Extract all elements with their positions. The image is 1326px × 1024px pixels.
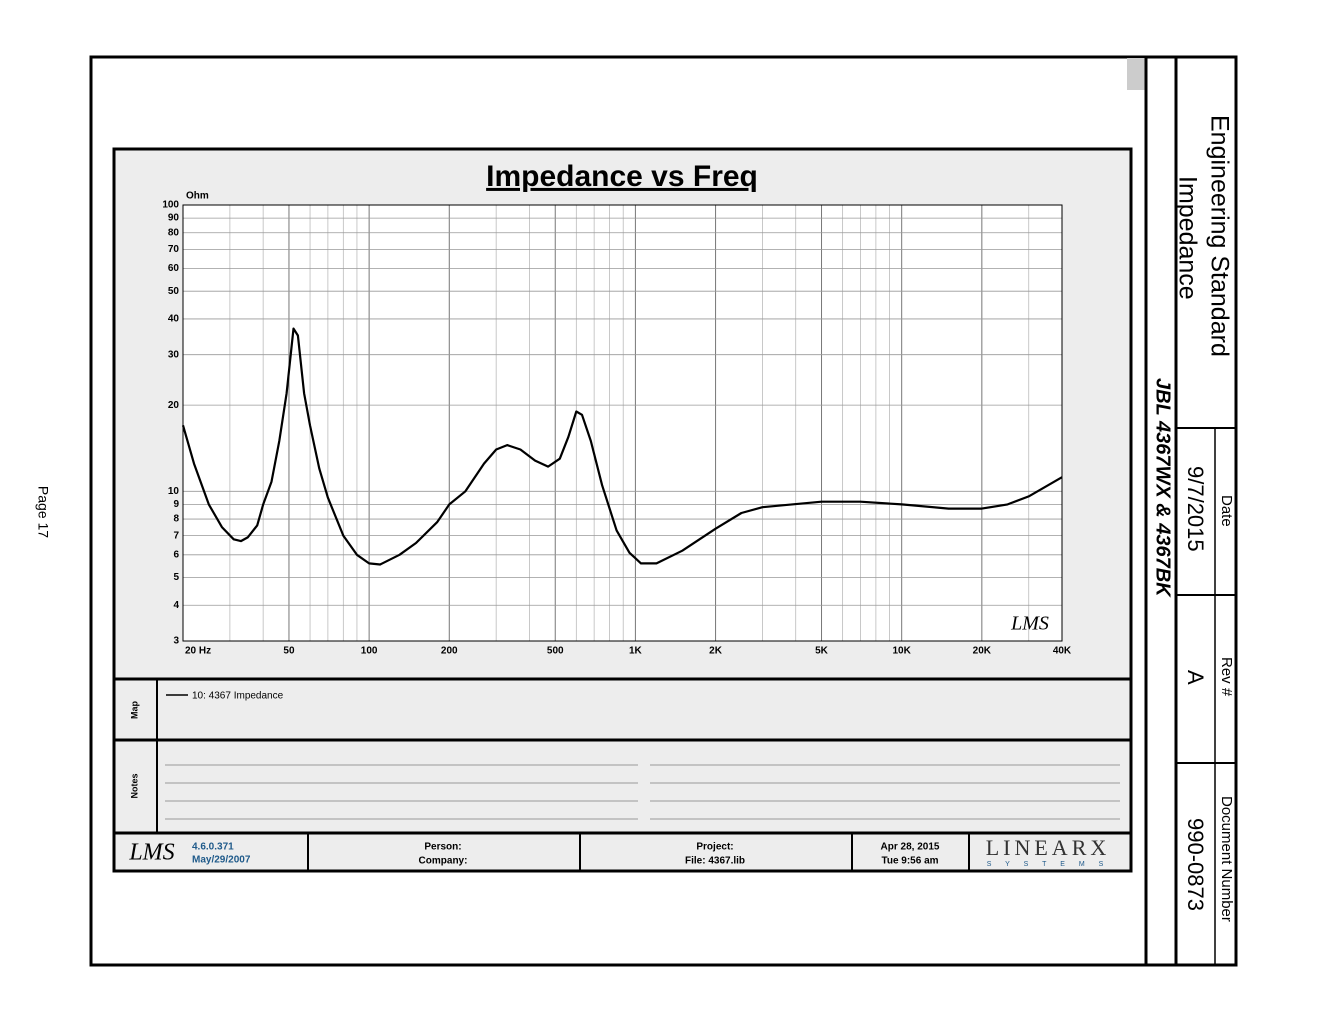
notes-lines <box>165 764 1120 820</box>
product: JBL 4367WX & 4367BK <box>1152 378 1174 598</box>
date: 9/7/2015 <box>1183 466 1208 552</box>
footer-dividers <box>307 833 970 871</box>
y-tick-label: 10 <box>168 486 180 497</box>
y-tick-label: 80 <box>168 227 180 238</box>
x-tick-label: 500 <box>547 646 564 657</box>
x-tick-label: 40K <box>1053 646 1072 657</box>
brand-sub: S Y S T E M S <box>987 861 1110 868</box>
y-tick-label: 9 <box>173 499 179 510</box>
report-time: Tue 9:56 am <box>881 856 938 867</box>
x-tick-label: 20K <box>973 646 992 657</box>
x-tick-label: 200 <box>441 646 458 657</box>
person: Person: <box>424 842 461 853</box>
doc-number-label: Document Number <box>1218 796 1235 922</box>
version: 4.6.0.371 <box>192 842 234 853</box>
project: Project: <box>696 842 733 853</box>
scroll-mark <box>1127 58 1145 90</box>
y-tick-label: 4 <box>173 600 179 611</box>
y-tick-label: 7 <box>173 530 179 541</box>
y-tick-label: 100 <box>162 200 179 211</box>
map-label: Map <box>129 700 139 719</box>
brand: LINEARX <box>986 835 1111 860</box>
x-tick-label: 50 <box>283 646 295 657</box>
version-date: May/29/2007 <box>192 855 251 866</box>
rev-label: Rev # <box>1218 657 1235 697</box>
company: Company: <box>419 856 468 867</box>
x-tick-label: 20 Hz <box>185 646 211 657</box>
legend-entry: 10: 4367 Impedance <box>192 691 284 702</box>
x-tick-label: 10K <box>893 646 912 657</box>
doc-subtitle: Impedance <box>1173 176 1201 300</box>
date-label: Date <box>1218 495 1235 527</box>
y-tick-label: 6 <box>173 549 179 560</box>
plot-area <box>182 204 1063 642</box>
doc-number: 990-0873 <box>1183 818 1208 911</box>
x-tick-label: 5K <box>815 646 829 657</box>
x-tick-label: 100 <box>361 646 378 657</box>
y-tick-label: 30 <box>168 349 180 360</box>
y-unit: Ohm <box>186 191 209 202</box>
impedance-curve <box>181 327 1063 566</box>
plot-border <box>182 204 1063 642</box>
file: File: 4367.lib <box>685 856 745 867</box>
footer-logo: LMS <box>128 840 174 866</box>
notes-label: Notes <box>129 773 139 798</box>
x-tick-label: 1K <box>629 646 643 657</box>
page-number: Page 17 <box>35 486 51 538</box>
y-tick-label: 90 <box>168 213 180 224</box>
y-tick-label: 8 <box>173 514 179 525</box>
y-tick-label: 20 <box>168 400 180 411</box>
y-tick-label: 5 <box>173 572 179 583</box>
y-tick-label: 50 <box>168 286 180 297</box>
report-date: Apr 28, 2015 <box>881 842 940 853</box>
x-tick-label: 2K <box>709 646 723 657</box>
y-tick-label: 70 <box>168 244 180 255</box>
y-tick-label: 60 <box>168 263 180 274</box>
y-tick-label: 3 <box>173 636 179 647</box>
y-tick-label: 40 <box>168 314 180 325</box>
doc-title: Engineering Standard <box>1205 115 1233 357</box>
watermark: LMS <box>1010 613 1049 635</box>
rev: A <box>1183 670 1208 685</box>
chart-title: Impedance vs Freq <box>486 160 758 193</box>
